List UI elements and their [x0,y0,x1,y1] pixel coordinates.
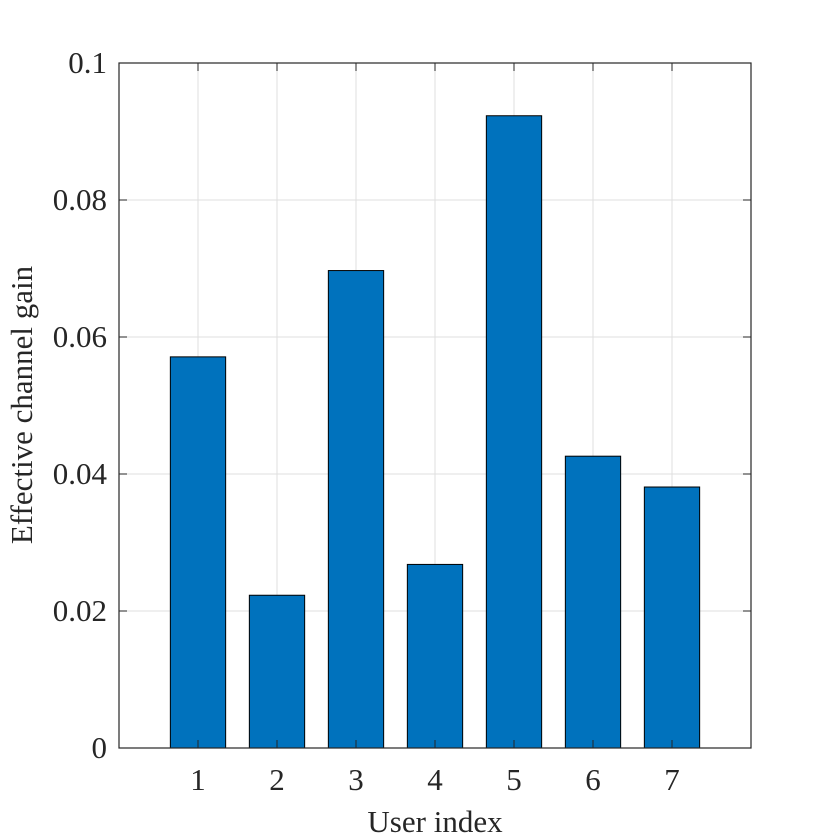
x-tick-label: 6 [585,762,601,797]
bar-user-7 [643,486,701,749]
x-tick-label: 5 [506,762,522,797]
y-tick-label: 0.04 [53,456,108,491]
y-tick-label: 0 [92,730,108,765]
bar-user-1 [169,356,227,749]
x-tick-label: 4 [427,762,443,797]
x-tick-label: 1 [190,762,206,797]
bar-user-3 [327,270,385,749]
x-tick-label: 7 [664,762,680,797]
y-tick-label: 0.02 [53,593,107,628]
y-tick-label: 0.08 [53,182,107,217]
x-tick-label: 2 [269,762,285,797]
y-tick-label: 0.1 [68,45,107,80]
y-tick-labels: 0 0.02 0.04 0.06 0.08 0.1 [53,45,108,765]
axes [118,62,752,749]
x-axis-label: User index [367,804,503,839]
y-tick-label: 0.06 [53,319,107,354]
x-tick-labels: 1 2 3 4 5 6 7 [190,762,680,797]
bar-user-4 [406,563,464,749]
bar-user-2 [248,594,306,749]
bar-user-6 [564,455,622,749]
bar-user-5 [485,115,543,749]
x-tick-label: 3 [348,762,364,797]
y-axis-label: Effective channel gain [4,265,39,544]
bars [169,115,701,749]
